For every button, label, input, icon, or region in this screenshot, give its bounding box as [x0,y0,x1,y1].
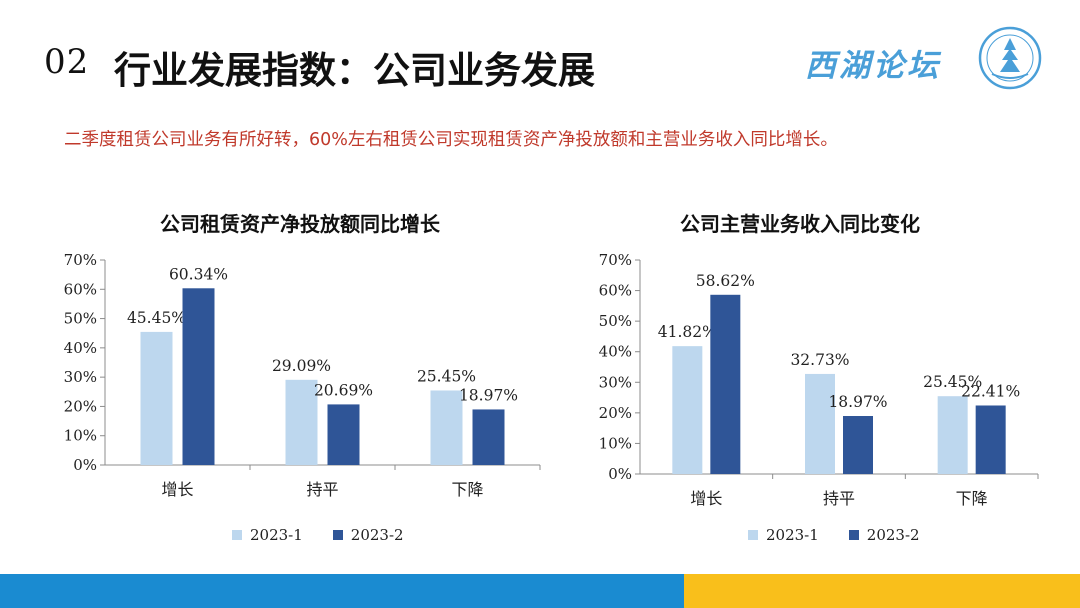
legend-label-series1: 2023-1 [250,526,303,544]
left-y-tick-label: 30% [64,368,97,386]
legend-item-series1: 2023-1 [232,526,303,544]
right-x-tick-label: 下降 [956,489,988,508]
subtitle-text: 二季度租赁公司业务有所好转，60%左右租赁公司实现租赁资产净投放额和主营业务收入… [64,130,838,150]
chart-title-left: 公司租赁资产净投放额同比增长 [160,212,440,236]
right-bar-2 [975,405,1006,474]
left-data-label: 45.45% [127,309,186,327]
right-y-tick-label: 20% [599,404,632,422]
left-y-tick-label: 60% [64,280,97,298]
left-bar-1 [285,379,318,465]
left-bar-2 [472,409,505,465]
right-data-label: 25.45% [923,373,982,391]
left-bar-2 [182,288,215,465]
left-y-tick-label: 40% [64,339,97,357]
footer-bar-blue [0,574,684,608]
right-data-label: 32.73% [790,351,849,369]
legend-item-series2: 2023-2 [848,526,920,544]
left-data-label: 29.09% [272,357,331,375]
left-data-label: 20.69% [314,381,373,399]
right-data-label: 41.82% [658,323,717,341]
left-bar-1 [140,331,173,465]
left-x-tick-label: 持平 [306,480,338,499]
chart-title-right: 公司主营业务收入同比变化 [680,212,920,236]
right-y-tick-label: 70% [599,251,632,269]
right-y-tick-label: 10% [599,434,632,452]
right-bar-1 [937,396,968,474]
forum-logo-icon [978,26,1042,90]
legend-item-series2: 2023-2 [332,526,404,544]
footer-bar-yellow [684,574,1080,608]
left-x-tick-label: 增长 [161,480,193,499]
legend-swatch-series2 [332,530,343,540]
right-bar-1 [672,346,703,474]
left-x-tick-label: 下降 [451,480,483,499]
left-bar-1 [430,390,463,465]
legend-label-series2: 2023-2 [350,526,404,544]
left-data-label: 25.45% [417,367,476,385]
left-y-tick-label: 10% [64,427,97,445]
legend-item-series1: 2023-1 [748,526,819,544]
right-data-label: 58.62% [696,272,755,290]
page-title: 行业发展指数：公司业务发展 [114,49,595,92]
right-y-tick-label: 40% [599,343,632,361]
left-bar-2 [327,404,360,465]
right-x-tick-label: 持平 [823,489,855,508]
right-bar-2 [843,416,873,474]
right-y-tick-label: 0% [608,465,632,483]
right-y-tick-label: 30% [599,373,632,391]
left-y-tick-label: 70% [64,251,97,269]
right-bar-1 [805,373,835,474]
left-y-tick-label: 50% [64,310,97,328]
legend-right: 2023-1 2023-2 [748,526,920,544]
right-data-label: 18.97% [828,393,887,411]
legend-label-series1: 2023-1 [766,526,819,544]
left-data-label: 18.97% [459,386,518,404]
left-data-label: 60.34% [169,265,228,283]
right-y-tick-label: 50% [599,312,632,330]
legend-swatch-series1 [748,530,758,540]
page-number: 02 [44,42,90,82]
legend-swatch-series1 [232,530,242,540]
right-bar-2 [710,294,741,474]
legend-left: 2023-1 2023-2 [232,526,404,544]
legend-label-series2: 2023-2 [866,526,920,544]
right-y-tick-label: 60% [599,282,632,300]
left-y-tick-label: 20% [64,397,97,415]
legend-swatch-series2 [848,530,859,540]
left-y-tick-label: 0% [73,456,97,474]
right-data-label: 22.41% [961,382,1020,400]
brand-name: 西湖论坛 [805,48,941,84]
right-x-tick-label: 增长 [690,489,722,508]
